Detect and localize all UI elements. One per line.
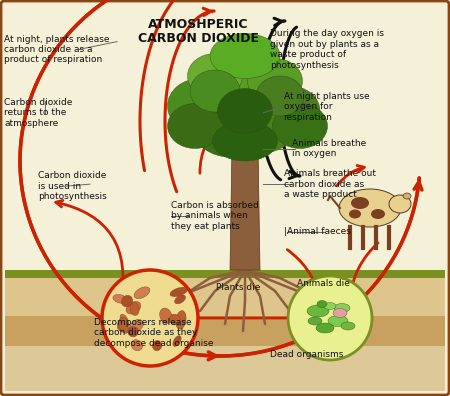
Text: At night, plants release
carbon dioxide as a
product of respiration: At night, plants release carbon dioxide … [4, 34, 110, 65]
Polygon shape [5, 270, 445, 278]
Ellipse shape [341, 322, 355, 330]
Ellipse shape [169, 314, 180, 325]
Polygon shape [230, 146, 260, 270]
Ellipse shape [273, 103, 328, 148]
Ellipse shape [202, 53, 288, 118]
Circle shape [102, 270, 198, 366]
Ellipse shape [175, 295, 185, 304]
Ellipse shape [130, 320, 144, 331]
Text: Animals breathe
in oxygen: Animals breathe in oxygen [292, 139, 367, 158]
Text: ATMOSHPERIC
CARBON DIOXIDE: ATMOSHPERIC CARBON DIOXIDE [138, 18, 258, 45]
Ellipse shape [195, 105, 265, 157]
Ellipse shape [120, 314, 129, 326]
Ellipse shape [316, 323, 334, 333]
Ellipse shape [134, 287, 150, 299]
Polygon shape [5, 278, 445, 316]
Text: During the day oxygen is
given out by plants as a
waste product of
photosynthesi: During the day oxygen is given out by pl… [270, 29, 384, 70]
Ellipse shape [307, 305, 329, 317]
Ellipse shape [389, 195, 411, 213]
Ellipse shape [334, 303, 350, 312]
Ellipse shape [403, 193, 411, 199]
Ellipse shape [170, 287, 188, 297]
Text: Carbon dioxide
returns to the
atmosphere: Carbon dioxide returns to the atmosphere [4, 98, 73, 128]
Circle shape [288, 276, 372, 360]
Ellipse shape [131, 340, 143, 351]
Ellipse shape [339, 189, 401, 227]
Ellipse shape [210, 34, 280, 78]
Ellipse shape [212, 121, 278, 161]
Text: At night plants use
oxygen for
respiration: At night plants use oxygen for respirati… [284, 92, 369, 122]
Ellipse shape [190, 70, 240, 112]
Ellipse shape [217, 88, 273, 133]
Text: Plants die: Plants die [216, 283, 261, 291]
Text: Carbon is absorbed
by animals when
they eat plants: Carbon is absorbed by animals when they … [171, 201, 259, 231]
Ellipse shape [173, 336, 181, 346]
Ellipse shape [256, 76, 304, 116]
Ellipse shape [117, 320, 128, 331]
Ellipse shape [230, 103, 294, 153]
Ellipse shape [167, 78, 233, 133]
Ellipse shape [248, 59, 302, 103]
Ellipse shape [328, 316, 348, 326]
Ellipse shape [351, 197, 369, 209]
Polygon shape [5, 346, 445, 391]
Text: Animals breathe out
carbon dioxide as
a waste product: Animals breathe out carbon dioxide as a … [284, 169, 375, 199]
Ellipse shape [260, 86, 320, 136]
Ellipse shape [160, 308, 172, 324]
Text: Dead organisms: Dead organisms [270, 350, 343, 359]
Ellipse shape [308, 317, 322, 325]
Ellipse shape [188, 53, 243, 99]
Ellipse shape [333, 308, 347, 318]
Text: Carbon dioxide
is used in
photosynthesis: Carbon dioxide is used in photosynthesis [38, 171, 107, 201]
Text: |Animal faeces: |Animal faeces [284, 227, 351, 236]
Ellipse shape [324, 303, 336, 310]
Ellipse shape [349, 209, 361, 219]
Ellipse shape [130, 303, 139, 316]
Ellipse shape [153, 341, 162, 351]
Ellipse shape [128, 327, 138, 337]
Ellipse shape [371, 209, 385, 219]
Ellipse shape [317, 301, 327, 308]
Polygon shape [5, 278, 445, 391]
Text: Animals die: Animals die [297, 279, 350, 287]
Ellipse shape [176, 310, 186, 329]
Ellipse shape [167, 103, 222, 148]
Ellipse shape [122, 295, 133, 307]
Ellipse shape [119, 317, 130, 333]
Ellipse shape [113, 295, 127, 303]
Text: Decomposers release
carbon dioxide as they
decompose dead organise: Decomposers release carbon dioxide as th… [94, 318, 214, 348]
Ellipse shape [126, 301, 141, 314]
